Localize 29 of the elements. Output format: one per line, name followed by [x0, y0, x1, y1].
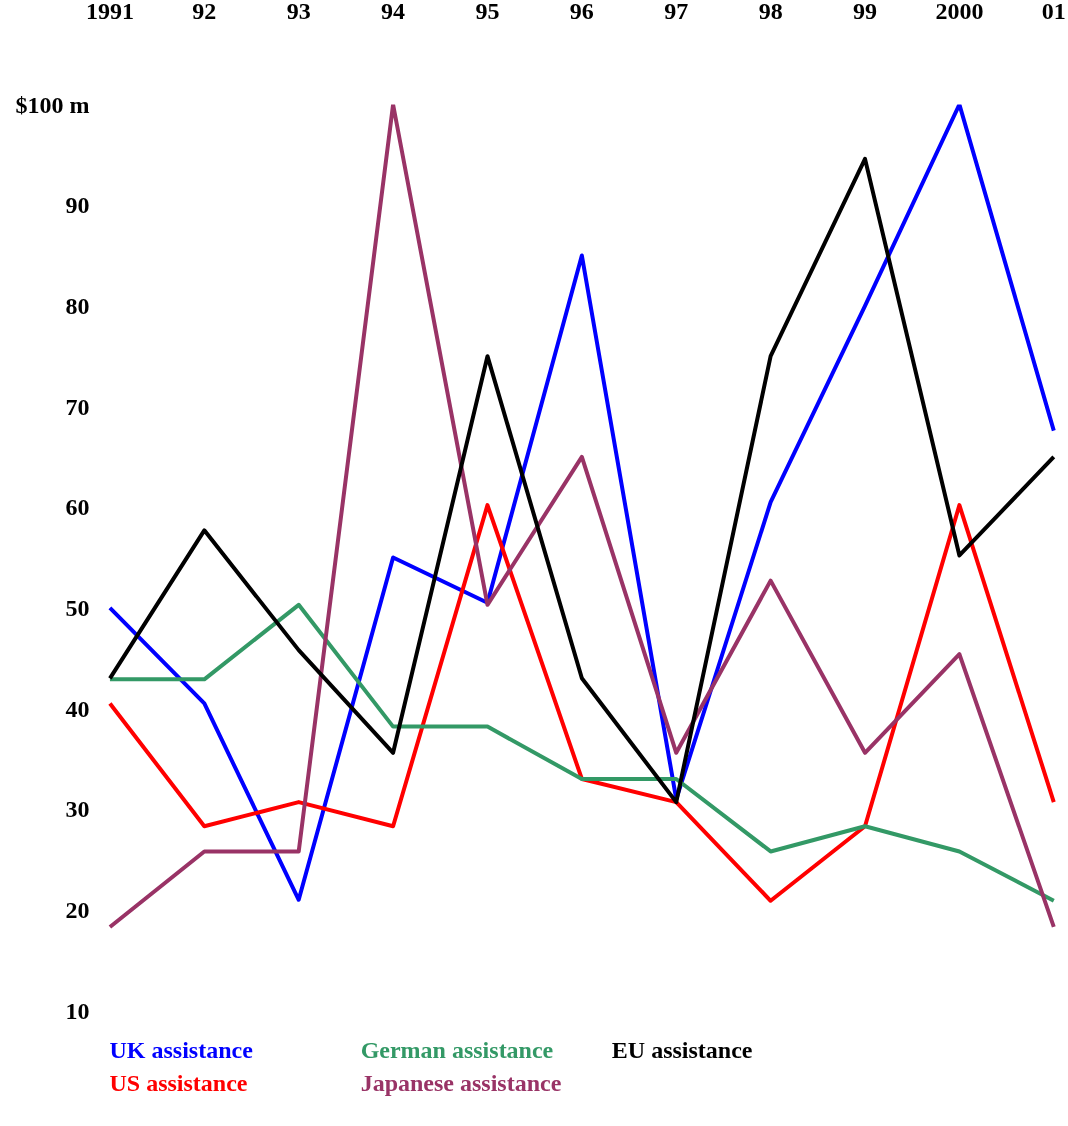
line-series — [107, 503, 1056, 903]
y-tick-label: 70 — [65, 393, 90, 420]
x-tick-label: 94 — [381, 0, 406, 24]
x-tick-label: 1991 — [85, 0, 134, 24]
line-series — [107, 602, 1056, 903]
text: German assistance — [360, 1036, 554, 1063]
x-tick-label: 99 — [853, 0, 878, 24]
x-tick-label: 96 — [569, 0, 594, 24]
x-tick-label: 93 — [286, 0, 311, 24]
text: EU assistance — [611, 1036, 753, 1063]
x-tick-label: 01 — [1041, 0, 1066, 24]
x-tick-label: 92 — [192, 0, 217, 24]
y-tick-label: $100 m — [15, 91, 90, 118]
line-series — [107, 156, 1056, 805]
x-tick-label: 95 — [475, 0, 500, 24]
text: UK assistance — [109, 1036, 254, 1063]
x-tick-label: 97 — [664, 0, 689, 24]
y-tick-label: 60 — [65, 494, 90, 521]
y-tick-label: 80 — [65, 292, 90, 319]
y-tick-label: 10 — [65, 997, 90, 1024]
x-tick-label: 98 — [758, 0, 783, 24]
y-tick-label: 40 — [65, 695, 90, 722]
y-tick-label: 50 — [65, 594, 90, 621]
text: Japanese assistance — [360, 1069, 562, 1096]
y-tick-label: 30 — [65, 796, 90, 823]
y-tick-label: 20 — [65, 896, 90, 923]
x-tick-label: 2000 — [935, 0, 984, 24]
y-tick-label: 90 — [65, 192, 90, 219]
text: US assistance — [109, 1069, 248, 1096]
